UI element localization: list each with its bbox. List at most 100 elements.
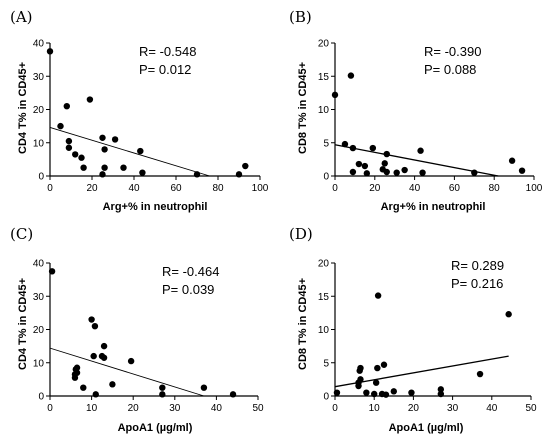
panel-a-data-point: [46, 48, 54, 55]
panel-a-x-tick-label: 40: [128, 183, 140, 194]
panel-c-stat-p: P= 0.039: [162, 282, 214, 297]
panel-d-stat-p: P= 0.216: [451, 276, 503, 291]
panel-a-data-point: [80, 164, 87, 171]
panel-a-data-point: [65, 137, 73, 145]
panel-a-y-tick-label: 30: [33, 72, 45, 83]
panel-a-data-point: [242, 162, 249, 170]
panel-c-data-point: [90, 352, 97, 360]
panel-d-data-point: [374, 364, 381, 372]
panel-a-data-point: [137, 147, 144, 155]
panel-d-data-point: [357, 364, 364, 372]
panel-d-data-point: [372, 379, 380, 386]
panel-a-x-tick-label: 0: [47, 183, 53, 194]
panel-d-data-point: [363, 389, 370, 396]
panel-d-data-point: [408, 389, 415, 396]
panel-c-data-point: [159, 391, 166, 398]
panel-d-stat-r: R= 0.289: [451, 258, 504, 273]
panel-a: (A) CD4 T% in CD45+ Arg+% in neutrophil …: [10, 8, 269, 213]
panel-d-data-point: [437, 390, 445, 398]
panel-b-y-tick-label: 20: [318, 39, 330, 50]
panel-c-regression-line: [49, 347, 205, 397]
panel-b-data-point: [401, 166, 408, 174]
panel-a-data-point: [72, 151, 79, 158]
panel-b-data-point: [361, 162, 369, 170]
panel-d-y-tick-label: 15: [318, 292, 330, 303]
panel-a-stat-r: R= -0.548: [139, 44, 196, 59]
panel-c-ylabel: CD4 T% in CD45+: [17, 278, 29, 370]
panel-b-data-point: [518, 167, 526, 174]
panel-a-data-point: [86, 96, 94, 103]
panel-d-y-tick-label: 10: [318, 325, 330, 336]
panel-d-x-tick-label: 30: [447, 403, 459, 414]
panel-d-data-point: [505, 311, 512, 318]
panel-a-data-point: [99, 134, 106, 141]
panel-b-y-tick-label: 15: [318, 72, 330, 83]
panel-b-data-point: [383, 168, 390, 176]
panel-a-plot-area: 0 20 40 60 80 100 0 10 20 30 40: [33, 39, 269, 195]
panel-c-y-tick-label: 0: [38, 392, 44, 403]
panel-a-x-tick-label: 20: [86, 183, 98, 194]
panel-a-x-tick-label: 80: [212, 183, 224, 194]
panel-d-data-point: [437, 386, 445, 393]
panel-c-data-point: [159, 384, 166, 391]
panel-a-data-point: [99, 171, 106, 178]
panel-c-data-point: [48, 268, 56, 275]
panel-d-y-tick-label: 0: [323, 392, 329, 403]
panel-d-x-tick-label: 10: [369, 403, 381, 414]
panel-b-data-point: [393, 169, 400, 176]
panel-a-x-tick-label: 60: [170, 183, 182, 194]
panel-a-x-tick-label: 100: [252, 183, 269, 194]
panel-a-data-point: [101, 146, 108, 153]
panel-d-xlabel: ApoA1 (µg/ml): [389, 422, 464, 434]
panel-b-data-point: [349, 144, 357, 152]
panel-c-data-point: [73, 369, 81, 376]
panel-d-plot-area: 0 10 20 30 40 50 0 5 10 15 20: [318, 259, 537, 415]
panel-d-data-point: [390, 388, 397, 395]
panel-a-data-point: [120, 164, 127, 171]
panel-d-data-point: [382, 391, 390, 398]
panel-d-data-point: [371, 390, 378, 398]
panel-c-x-tick-label: 30: [169, 403, 181, 414]
panel-b-letter: (B): [289, 8, 312, 26]
panel-d-x-tick-label: 20: [408, 403, 420, 414]
panel-a-y-tick-label: 0: [38, 172, 44, 183]
panel-c-y-tick-label: 10: [33, 358, 45, 369]
panel-b-ylabel: CD8 T% in CD45+: [297, 62, 309, 154]
panel-b-data-point: [419, 169, 426, 176]
panel-b-x-tick-label: 100: [526, 183, 543, 194]
panel-c-data-point: [127, 357, 135, 365]
panel-c-data-point: [229, 391, 237, 398]
panel-b-regression-line: [334, 144, 499, 177]
panel-a-y-tick-label: 10: [33, 138, 45, 149]
panel-b-data-point: [381, 160, 388, 167]
panel-b-x-tick-label: 0: [332, 183, 338, 194]
panel-d: (D) CD8 T% in CD45+ ApoA1 (µg/ml) R= 0.2…: [289, 225, 537, 434]
panel-c: (C) CD4 T% in CD45+ ApoA1 (µg/ml) R= -0.…: [10, 225, 264, 434]
panel-d-data-point: [357, 376, 364, 383]
panel-d-y-tick-label: 20: [318, 259, 330, 270]
panel-c-y-tick-label: 30: [33, 292, 45, 303]
panel-c-y-tick-label: 40: [33, 259, 45, 270]
panel-c-y-tick-label: 20: [33, 325, 45, 336]
panel-c-stat-r: R= -0.464: [162, 264, 219, 279]
panel-b-data-point: [383, 150, 390, 158]
panel-c-data-point: [100, 354, 108, 361]
panel-a-ylabel: CD4 T% in CD45+: [17, 62, 29, 154]
panel-d-x-tick-label: 40: [486, 403, 498, 414]
panel-b-data-point: [471, 169, 478, 176]
panel-a-data-point: [65, 144, 73, 151]
panel-a-y-tick-label: 40: [33, 39, 45, 50]
panel-a-xlabel: Arg+% in neutrophil: [103, 201, 208, 213]
panel-b-data-point: [508, 157, 516, 164]
panel-a-data-point: [78, 154, 85, 161]
panel-b-y-tick-label: 5: [323, 138, 329, 149]
panel-b-data-point: [341, 140, 349, 148]
panel-c-data-point: [92, 391, 99, 398]
panel-d-y-tick-label: 5: [323, 358, 329, 369]
panel-b-y-tick-label: 0: [323, 172, 329, 183]
panel-b-data-point: [331, 91, 339, 99]
panel-c-data-point: [91, 322, 99, 330]
panel-b-data-point: [363, 170, 371, 177]
panel-a-data-point: [111, 136, 119, 143]
